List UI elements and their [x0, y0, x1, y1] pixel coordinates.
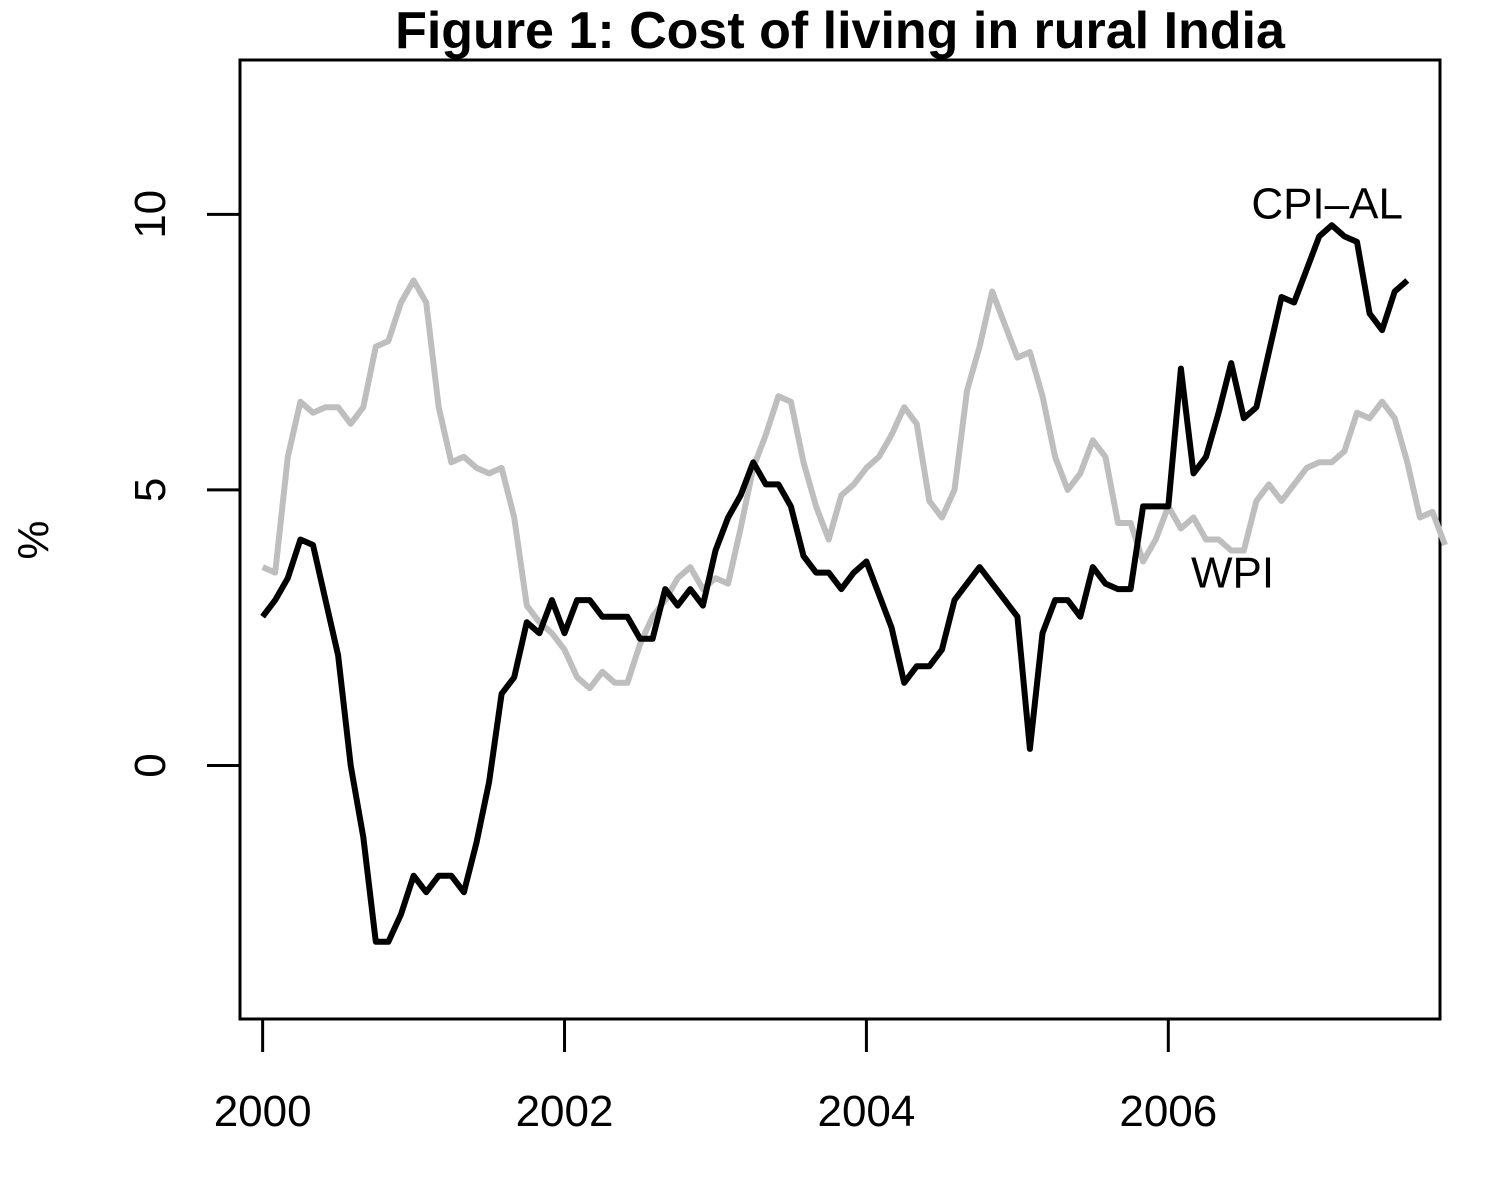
x-tick-label: 2002 — [516, 1087, 614, 1136]
y-tick-label: 10 — [126, 190, 175, 239]
x-axis: 2000 2002 2004 2006 — [214, 1017, 1217, 1136]
series-label-cpi-al: CPI–AL — [1251, 179, 1403, 228]
series-line-wpi — [261, 277, 1448, 692]
series-label-wpi: WPI — [1191, 549, 1274, 598]
y-axis-label: % — [9, 520, 58, 559]
series-line-cpi-al — [260, 222, 1410, 945]
y-tick-label: 5 — [126, 478, 175, 502]
y-tick-label: 0 — [126, 753, 175, 777]
series-labels: WPI CPI–AL — [1191, 179, 1403, 597]
x-tick-label: 2000 — [214, 1087, 312, 1136]
chart-title: Figure 1: Cost of living in rural India — [395, 2, 1286, 60]
x-tick-label: 2004 — [817, 1087, 915, 1136]
y-axis: 0 5 10 — [126, 190, 242, 778]
series-group — [260, 222, 1448, 945]
x-tick-label: 2006 — [1119, 1087, 1217, 1136]
